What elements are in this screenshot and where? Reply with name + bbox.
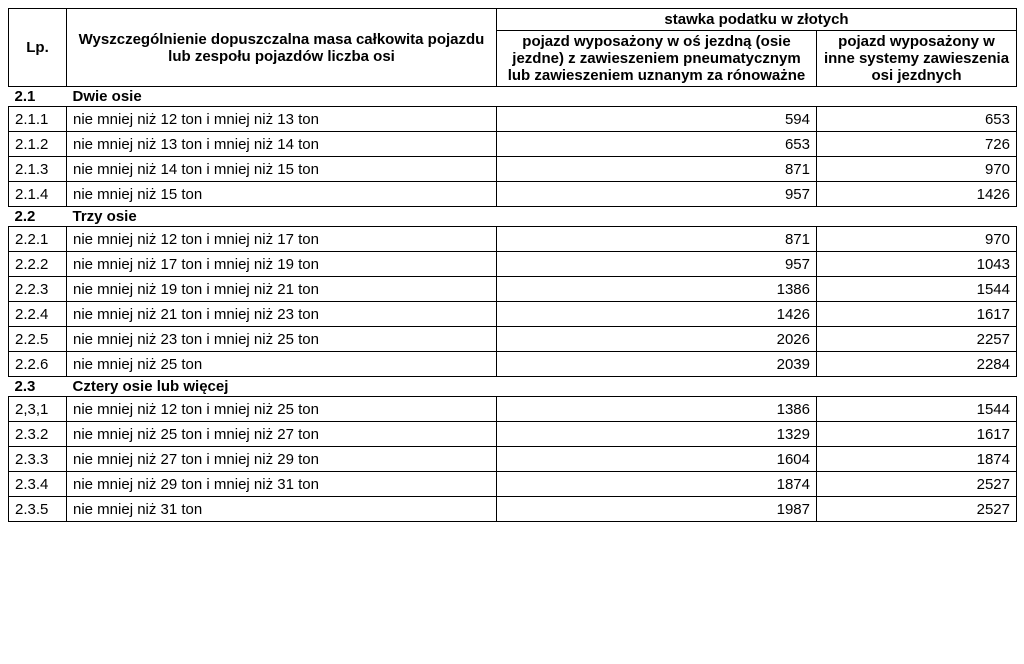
row-value-pneumatic: 871 [497, 227, 817, 252]
row-desc: nie mniej niż 23 ton i mniej niż 25 ton [67, 327, 497, 352]
row-value-other: 2527 [817, 497, 1017, 522]
row-desc: nie mniej niż 27 ton i mniej niż 29 ton [67, 447, 497, 472]
row-lp: 2.1.3 [9, 157, 67, 182]
row-lp: 2.2.4 [9, 302, 67, 327]
header-desc: Wyszczególnienie dopuszczalna masa całko… [67, 9, 497, 87]
row-value-other: 1426 [817, 182, 1017, 207]
row-value-pneumatic: 957 [497, 182, 817, 207]
row-value-pneumatic: 653 [497, 132, 817, 157]
section-header: 2.2Trzy osie [9, 207, 1017, 227]
table-row: 2.1.2nie mniej niż 13 ton i mniej niż 14… [9, 132, 1017, 157]
section-title: Cztery osie lub więcej [67, 377, 1017, 397]
tax-table: Lp. Wyszczególnienie dopuszczalna masa c… [8, 8, 1017, 522]
table-row: 2.3.5nie mniej niż 31 ton19872527 [9, 497, 1017, 522]
row-lp: 2,3,1 [9, 397, 67, 422]
table-header: Lp. Wyszczególnienie dopuszczalna masa c… [9, 9, 1017, 87]
row-value-pneumatic: 1386 [497, 397, 817, 422]
table-row: 2.1.3nie mniej niż 14 ton i mniej niż 15… [9, 157, 1017, 182]
row-lp: 2.2.3 [9, 277, 67, 302]
row-desc: nie mniej niż 21 ton i mniej niż 23 ton [67, 302, 497, 327]
row-lp: 2.3.5 [9, 497, 67, 522]
table-row: 2.2.4nie mniej niż 21 ton i mniej niż 23… [9, 302, 1017, 327]
section-header: 2.1Dwie osie [9, 87, 1017, 107]
row-lp: 2.1.2 [9, 132, 67, 157]
table-row: 2.1.1nie mniej niż 12 ton i mniej niż 13… [9, 107, 1017, 132]
table-row: 2.2.1nie mniej niż 12 ton i mniej niż 17… [9, 227, 1017, 252]
row-value-other: 2284 [817, 352, 1017, 377]
row-value-pneumatic: 1386 [497, 277, 817, 302]
row-value-pneumatic: 1604 [497, 447, 817, 472]
row-desc: nie mniej niż 19 ton i mniej niż 21 ton [67, 277, 497, 302]
header-col2: pojazd wyposażony w inne systemy zawiesz… [817, 31, 1017, 87]
row-desc: nie mniej niż 25 ton i mniej niż 27 ton [67, 422, 497, 447]
row-desc: nie mniej niż 13 ton i mniej niż 14 ton [67, 132, 497, 157]
row-value-other: 726 [817, 132, 1017, 157]
row-value-pneumatic: 1874 [497, 472, 817, 497]
row-lp: 2.1.1 [9, 107, 67, 132]
row-value-other: 1617 [817, 422, 1017, 447]
table-row: 2.1.4nie mniej niż 15 ton9571426 [9, 182, 1017, 207]
row-value-other: 653 [817, 107, 1017, 132]
row-lp: 2.2.2 [9, 252, 67, 277]
row-value-other: 2527 [817, 472, 1017, 497]
row-value-other: 1544 [817, 397, 1017, 422]
table-row: 2.3.4nie mniej niż 29 ton i mniej niż 31… [9, 472, 1017, 497]
row-desc: nie mniej niż 25 ton [67, 352, 497, 377]
row-desc: nie mniej niż 29 ton i mniej niż 31 ton [67, 472, 497, 497]
row-lp: 2.2.1 [9, 227, 67, 252]
row-lp: 2.3.4 [9, 472, 67, 497]
table-row: 2.2.2nie mniej niż 17 ton i mniej niż 19… [9, 252, 1017, 277]
row-desc: nie mniej niż 12 ton i mniej niż 25 ton [67, 397, 497, 422]
header-col1: pojazd wyposażony w oś jezdną (osie jezd… [497, 31, 817, 87]
row-value-other: 970 [817, 157, 1017, 182]
row-desc: nie mniej niż 15 ton [67, 182, 497, 207]
table-row: 2.2.5nie mniej niż 23 ton i mniej niż 25… [9, 327, 1017, 352]
row-desc: nie mniej niż 31 ton [67, 497, 497, 522]
section-title: Trzy osie [67, 207, 1017, 227]
row-desc: nie mniej niż 12 ton i mniej niż 13 ton [67, 107, 497, 132]
header-group: stawka podatku w złotych [497, 9, 1017, 31]
row-desc: nie mniej niż 12 ton i mniej niż 17 ton [67, 227, 497, 252]
row-value-pneumatic: 1987 [497, 497, 817, 522]
section-lp: 2.2 [9, 207, 67, 227]
row-lp: 2.3.3 [9, 447, 67, 472]
row-value-other: 970 [817, 227, 1017, 252]
row-value-pneumatic: 1329 [497, 422, 817, 447]
row-desc: nie mniej niż 14 ton i mniej niż 15 ton [67, 157, 497, 182]
row-desc: nie mniej niż 17 ton i mniej niż 19 ton [67, 252, 497, 277]
table-row: 2.2.3nie mniej niż 19 ton i mniej niż 21… [9, 277, 1017, 302]
table-row: 2.2.6nie mniej niż 25 ton20392284 [9, 352, 1017, 377]
section-header: 2.3Cztery osie lub więcej [9, 377, 1017, 397]
row-value-other: 1874 [817, 447, 1017, 472]
section-lp: 2.1 [9, 87, 67, 107]
row-value-pneumatic: 957 [497, 252, 817, 277]
row-lp: 2.1.4 [9, 182, 67, 207]
header-lp: Lp. [9, 9, 67, 87]
row-value-pneumatic: 2026 [497, 327, 817, 352]
section-title: Dwie osie [67, 87, 1017, 107]
row-lp: 2.2.5 [9, 327, 67, 352]
row-value-other: 1043 [817, 252, 1017, 277]
table-row: 2,3,1nie mniej niż 12 ton i mniej niż 25… [9, 397, 1017, 422]
row-lp: 2.3.2 [9, 422, 67, 447]
table-row: 2.3.2nie mniej niż 25 ton i mniej niż 27… [9, 422, 1017, 447]
table-row: 2.3.3nie mniej niż 27 ton i mniej niż 29… [9, 447, 1017, 472]
section-lp: 2.3 [9, 377, 67, 397]
row-lp: 2.2.6 [9, 352, 67, 377]
table-body: 2.1Dwie osie2.1.1nie mniej niż 12 ton i … [9, 87, 1017, 522]
row-value-pneumatic: 1426 [497, 302, 817, 327]
row-value-other: 1617 [817, 302, 1017, 327]
row-value-pneumatic: 871 [497, 157, 817, 182]
row-value-other: 1544 [817, 277, 1017, 302]
row-value-other: 2257 [817, 327, 1017, 352]
row-value-pneumatic: 2039 [497, 352, 817, 377]
row-value-pneumatic: 594 [497, 107, 817, 132]
